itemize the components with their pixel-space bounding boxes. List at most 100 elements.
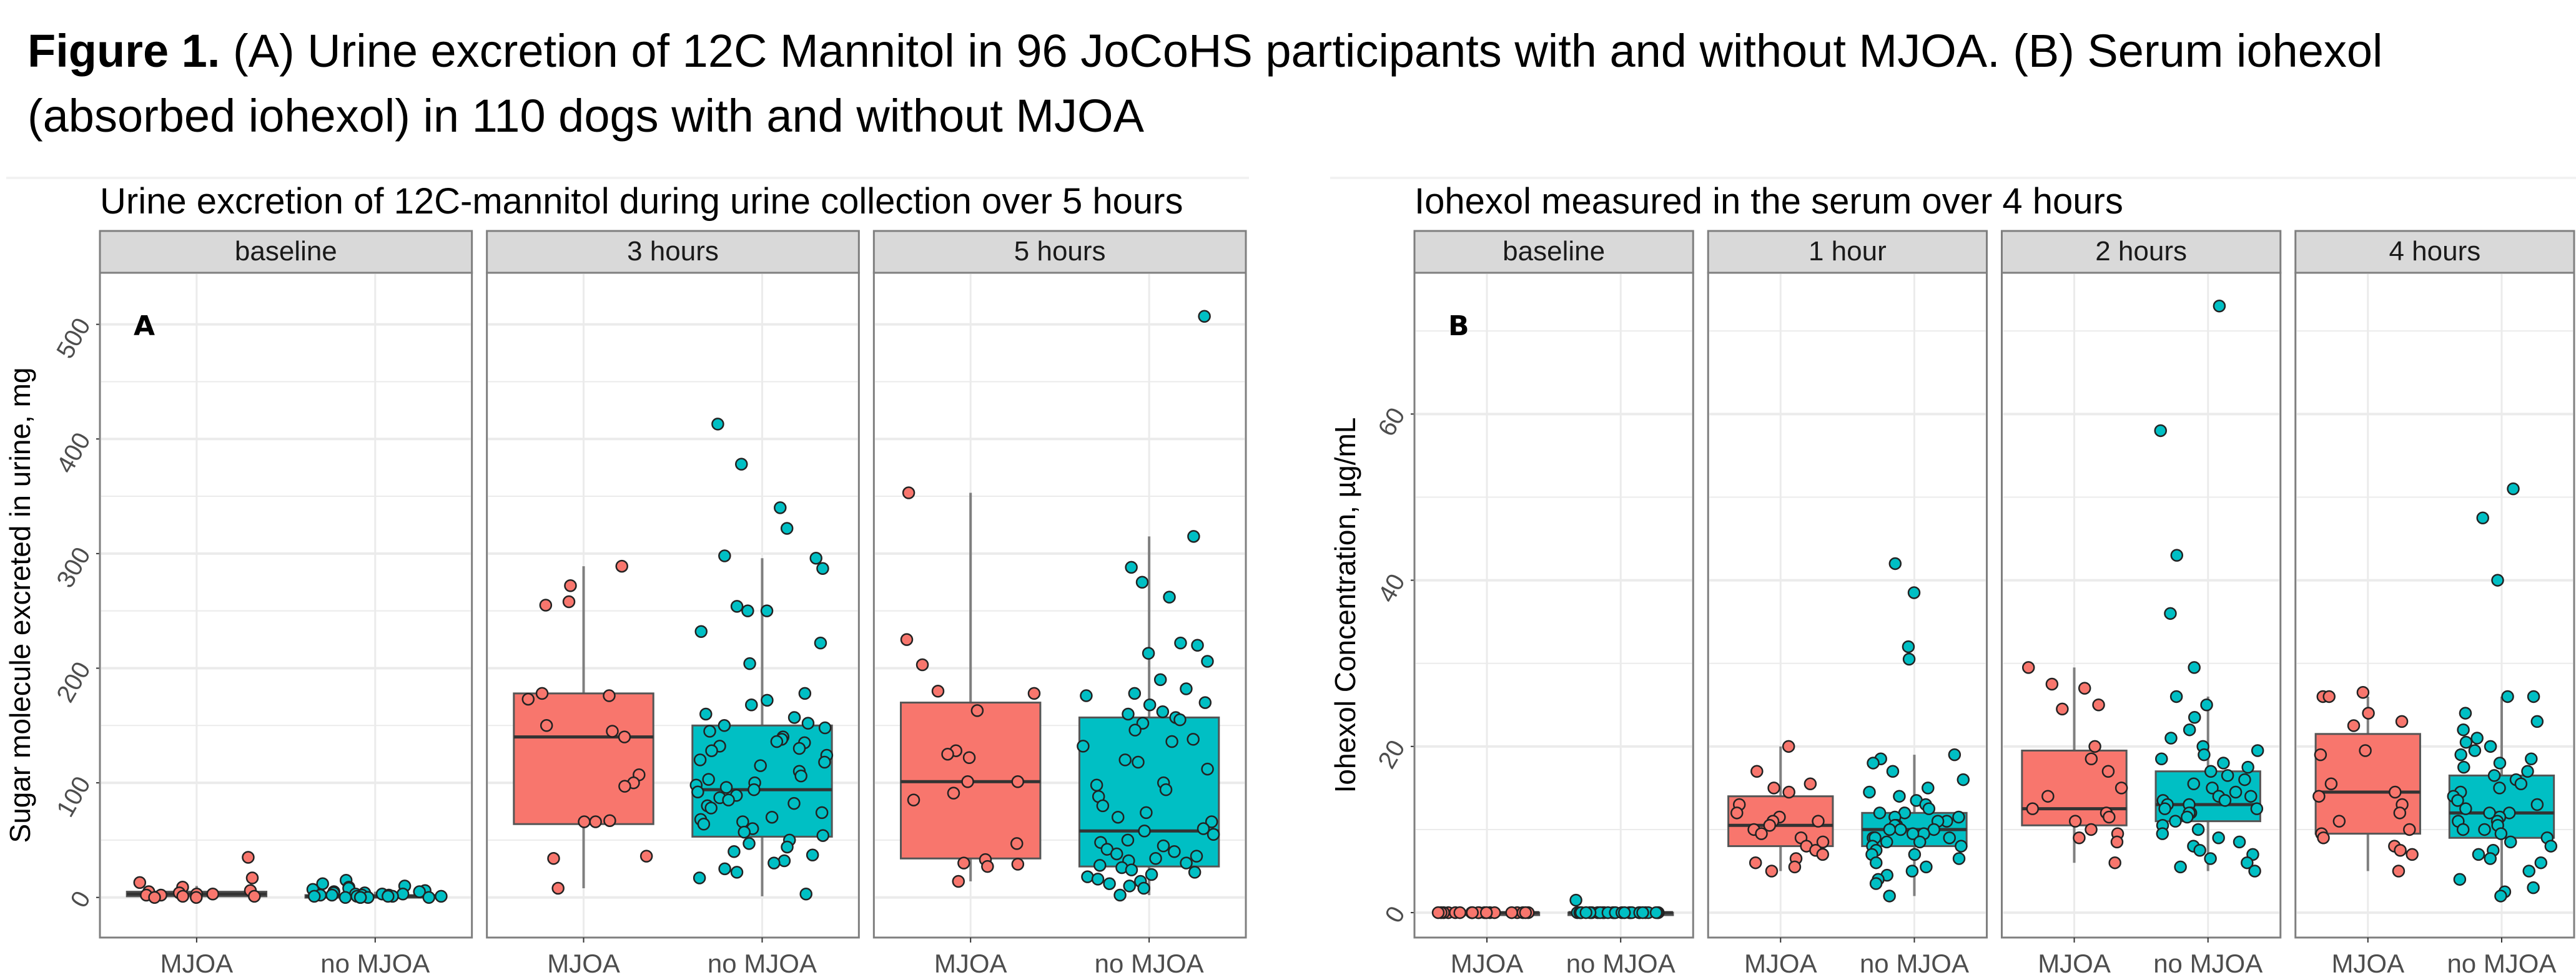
data-point (787, 711, 801, 724)
data-point (915, 658, 929, 672)
data-point (1905, 865, 1919, 878)
data-point (2317, 831, 2330, 845)
x-tick-label: MJOA (160, 949, 234, 975)
data-point (551, 881, 565, 895)
data-point (931, 684, 945, 698)
data-point (1143, 698, 1157, 712)
data-point (2103, 810, 2116, 824)
data-point (2078, 682, 2091, 695)
data-point (970, 704, 984, 717)
data-point (816, 829, 829, 842)
data-point (603, 814, 616, 827)
data-point (907, 793, 920, 806)
data-point (693, 871, 706, 884)
data-point (603, 689, 616, 702)
divider-right (1330, 177, 2576, 179)
data-point (1750, 765, 1764, 778)
data-point (2115, 781, 2128, 795)
data-point (539, 599, 553, 612)
data-point (2356, 686, 2370, 699)
data-point (2459, 707, 2472, 720)
x-tick-label: no MJOA (2447, 949, 2556, 975)
data-point (2322, 690, 2336, 703)
data-point (2169, 815, 2182, 828)
data-point (2514, 777, 2528, 790)
data-point (1011, 858, 1025, 871)
facet-label: 5 hours (1014, 236, 1106, 267)
data-point (1027, 687, 1041, 700)
data-point (728, 845, 741, 858)
data-point (2314, 748, 2327, 762)
data-point (2324, 777, 2338, 790)
x-tick-label: no MJOA (708, 949, 817, 975)
data-point (2110, 835, 2124, 849)
x-tick-label: MJOA (1744, 949, 1817, 975)
data-point (816, 562, 829, 575)
data-point (1180, 682, 1193, 695)
figure-label: Figure 1. (27, 25, 220, 77)
data-point (1957, 773, 1970, 786)
data-point (2021, 661, 2035, 674)
data-point (2493, 781, 2506, 795)
data-point (806, 848, 819, 862)
data-point (2169, 690, 2183, 703)
data-point (2392, 865, 2406, 878)
data-point (1505, 906, 1518, 919)
data-point (618, 730, 631, 743)
data-point (1782, 785, 1795, 799)
data-point (639, 850, 653, 863)
y-axis-label: Sugar molecule excreted in urine, mg (4, 368, 36, 843)
data-point (2108, 856, 2121, 870)
x-tick-label: no MJOA (1860, 949, 1969, 975)
data-point (1077, 740, 1090, 753)
data-point (1730, 806, 1744, 820)
data-point (2204, 765, 2218, 778)
data-point (2521, 765, 2534, 778)
data-point (2456, 823, 2470, 836)
data-point (1145, 868, 1158, 881)
x-tick-label: MJOA (2038, 949, 2111, 975)
data-point (2154, 424, 2167, 438)
data-point (780, 522, 794, 535)
data-point (1431, 906, 1445, 919)
data-point (754, 759, 767, 772)
data-point (702, 773, 715, 786)
data-point (1122, 707, 1135, 721)
data-point (2101, 765, 2115, 778)
data-point (1902, 652, 1916, 666)
data-point (535, 687, 549, 700)
data-point (1873, 806, 1887, 820)
data-point (2459, 802, 2472, 815)
data-point (1123, 879, 1136, 893)
data-point (1869, 877, 1883, 890)
data-point (1883, 889, 1896, 903)
data-point (1198, 696, 1212, 709)
data-point (2394, 843, 2407, 857)
y-axis-label: Iohexol Concentration, µg/mL (1329, 418, 1361, 793)
data-point (1093, 859, 1107, 872)
data-point (1749, 856, 1762, 870)
data-point (435, 889, 448, 903)
facet-label: baseline (235, 236, 337, 267)
data-point (2525, 752, 2538, 766)
data-point (413, 885, 426, 898)
data-point (1128, 687, 1142, 700)
y-tick-label: 60 (1373, 403, 1410, 441)
data-point (2221, 769, 2234, 782)
data-point (176, 889, 189, 903)
data-point (1466, 906, 1479, 919)
data-point (981, 860, 994, 873)
data-point (1090, 778, 1103, 792)
data-point (2493, 757, 2507, 770)
data-point (1156, 705, 1170, 718)
data-point (1081, 870, 1094, 883)
data-point (2484, 852, 2497, 865)
data-point (2478, 823, 2491, 836)
data-point (2218, 794, 2232, 807)
data-point (777, 854, 791, 868)
data-point (1788, 860, 1802, 874)
data-point (1190, 850, 1203, 863)
x-tick-label: no MJOA (1095, 949, 1204, 975)
data-point (606, 725, 619, 738)
data-point (382, 889, 395, 903)
